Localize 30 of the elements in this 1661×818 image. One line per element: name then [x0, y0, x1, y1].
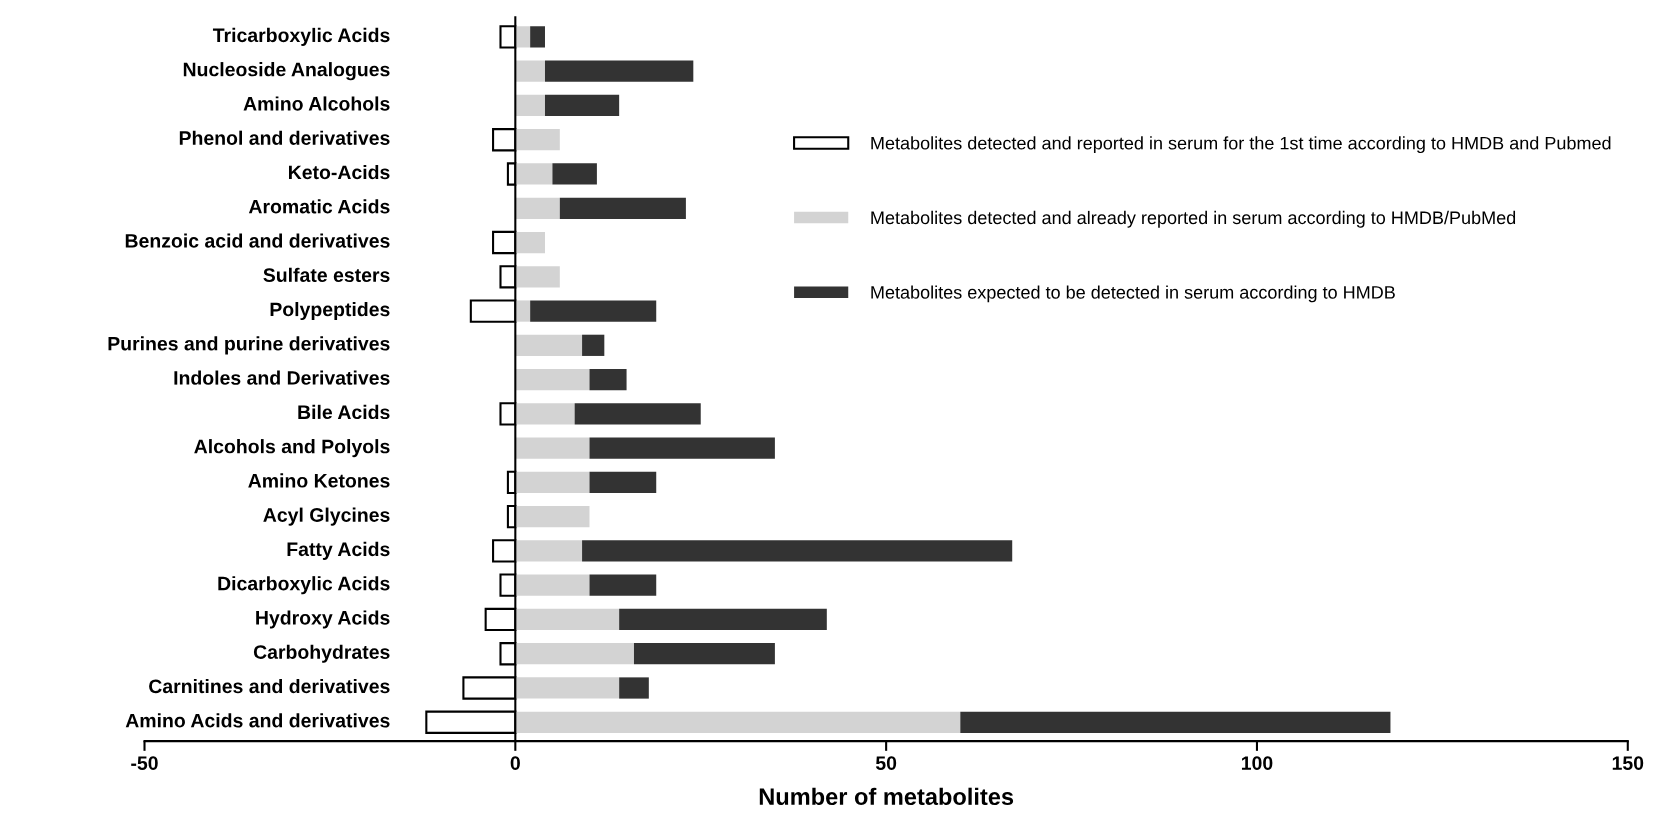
y-tick-label: Polypeptides [270, 301, 390, 321]
y-tick-label: Hydroxy Acids [256, 610, 390, 629]
y-tick-label: Carbohydrates [253, 644, 390, 663]
y-tick-label: Acyl Glycines [263, 507, 390, 526]
x-tick-label: 50 [875, 756, 897, 770]
y-tick-label: Amino Acids and derivatives [125, 713, 390, 728]
x-tick-label: 150 [1612, 756, 1644, 770]
y-tick-label: Carnitines and derivatives [149, 678, 390, 694]
y-tick-label: Indoles and Derivatives [174, 370, 390, 385]
y-tick-label: Keto-Acids [289, 164, 390, 180]
y-tick-label: Phenol and derivatives [179, 130, 390, 145]
y-tick-label: Alcohols and Polyols [194, 439, 390, 458]
y-tick-label: Purines and purine derivatives [108, 336, 390, 355]
legend-label: Metabolites detected and reported in serum for the 1st time according to HMDB and Pubmed [871, 136, 1611, 154]
y-tick-label: Dicarboxylic Acids [218, 576, 390, 595]
y-tick-label: Fatty Acids [287, 541, 390, 560]
y-tick-label: Benzoic acid and derivatives [125, 233, 390, 248]
y-tick-label: Bile Acids [298, 404, 390, 420]
y-tick-label: Aromatic Acids [248, 199, 390, 214]
x-tick-label: -50 [131, 756, 158, 770]
y-tick-label: Nucleoside Analogues [183, 62, 390, 81]
y-tick-label: Amino Ketones [248, 473, 390, 488]
legend-label: Metabolites detected and already reported in serum according to HMDB/PubMed [871, 210, 1516, 228]
x-tick-label: 100 [1241, 756, 1273, 770]
y-tick-label: Amino Alcohols [243, 96, 390, 111]
legend-label: Metabolites expected to be detected in serum according to HMDB [871, 285, 1395, 303]
x-axis-title: Number of metabolites [759, 787, 1014, 806]
y-tick-label: Tricarboxylic Acids [212, 27, 390, 46]
x-tick-label: 0 [510, 756, 520, 770]
y-tick-label: Sulfate esters [263, 267, 390, 283]
